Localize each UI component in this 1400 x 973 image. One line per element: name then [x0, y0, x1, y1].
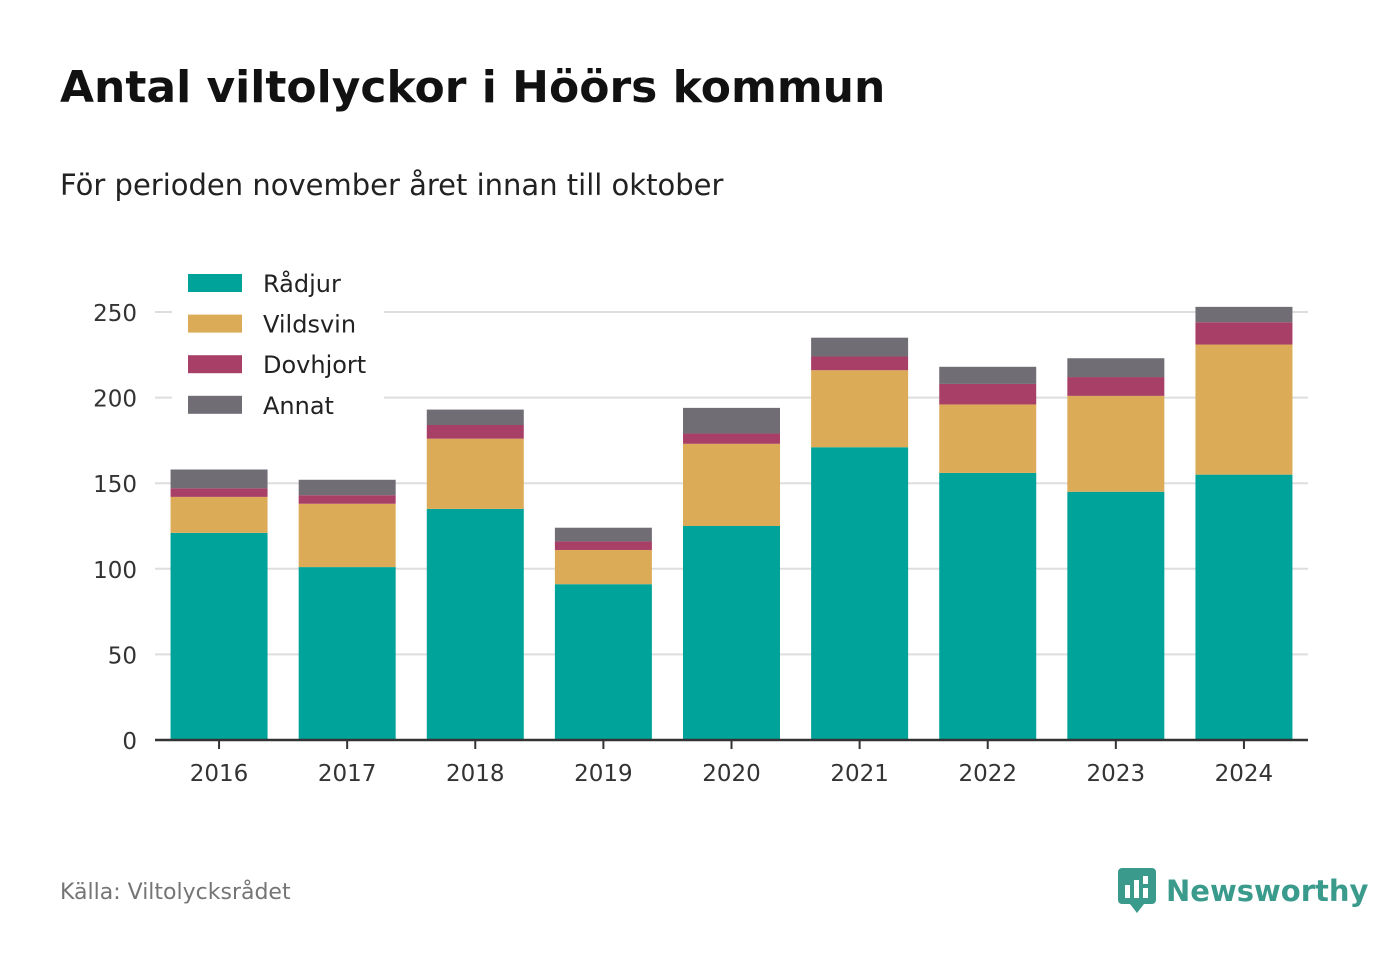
bar-dovhjort-2016	[170, 488, 268, 497]
bar-annat-2022	[939, 366, 1037, 384]
y-tick-label: 150	[93, 472, 137, 498]
bar-vildsvin-2017	[298, 503, 396, 568]
bars	[170, 306, 1293, 740]
y-tick-label: 50	[108, 643, 137, 669]
bar-vildsvin-2020	[683, 443, 780, 526]
chart-subtitle: För perioden november året innan till ok…	[60, 168, 724, 202]
x-tick-label: 2020	[702, 761, 761, 787]
bar-rådjur-2021	[811, 447, 909, 740]
bar-annat-2018	[426, 409, 524, 425]
legend-label-annat: Annat	[263, 392, 334, 420]
legend-label-dovhjort: Dovhjort	[263, 351, 366, 379]
y-tick-label: 250	[93, 301, 137, 327]
bar-vildsvin-2023	[1067, 395, 1165, 492]
bar-rådjur-2020	[683, 526, 780, 740]
bar-dovhjort-2021	[811, 356, 909, 371]
x-tick-label: 2016	[190, 761, 249, 787]
x-tick-label: 2018	[446, 761, 505, 787]
legend-label-rådjur: Rådjur	[263, 269, 341, 298]
bar-dovhjort-2024	[1195, 322, 1293, 345]
y-tick-label: 100	[93, 558, 137, 584]
source-note: Källa: Viltolycksrådet	[60, 880, 291, 905]
bar-annat-2017	[298, 479, 396, 496]
legend-swatch-dovhjort	[188, 355, 242, 374]
bar-rådjur-2017	[298, 567, 396, 740]
x-tick-label: 2024	[1215, 761, 1274, 787]
y-tick-label: 0	[122, 729, 137, 755]
x-tick-label: 2021	[830, 761, 889, 787]
x-tick-label: 2017	[318, 761, 377, 787]
bar-vildsvin-2022	[939, 404, 1037, 473]
bar-dovhjort-2020	[683, 433, 780, 444]
x-tick-label: 2023	[1087, 761, 1146, 787]
bar-vildsvin-2019	[554, 549, 652, 585]
bar-annat-2020	[683, 407, 780, 434]
chart-title: Antal viltolyckor i Höörs kommun	[60, 62, 886, 113]
bar-annat-2023	[1067, 358, 1165, 378]
axes: 0 50 100 150 200 250 2016 2017 2018 2019 2020 2021 2…	[93, 301, 1308, 787]
bar-vildsvin-2016	[170, 496, 268, 533]
bar-annat-2016	[170, 469, 268, 489]
bar-rådjur-2024	[1195, 474, 1293, 740]
bar-dovhjort-2022	[939, 383, 1037, 405]
bar-vildsvin-2024	[1195, 344, 1293, 475]
y-tick-label: 200	[93, 387, 137, 413]
newsworthy-logo-icon	[1118, 868, 1156, 913]
bar-dovhjort-2019	[554, 541, 652, 550]
x-tick-label: 2022	[958, 761, 1017, 787]
legend-swatch-annat	[188, 395, 242, 414]
brand-name: Newsworthy	[1166, 874, 1369, 908]
legend-swatch-rådjur	[188, 274, 242, 292]
bar-annat-2019	[554, 527, 652, 542]
bar-dovhjort-2017	[298, 495, 396, 504]
bar-rådjur-2022	[939, 472, 1037, 740]
bar-vildsvin-2021	[811, 370, 909, 448]
bar-rådjur-2018	[426, 508, 524, 740]
bar-dovhjort-2018	[426, 424, 524, 439]
bar-rådjur-2019	[554, 584, 652, 740]
brand-logo: Newsworthy	[1118, 868, 1368, 914]
bar-annat-2024	[1195, 306, 1293, 323]
bar-dovhjort-2023	[1067, 377, 1165, 396]
bar-vildsvin-2018	[426, 438, 524, 509]
legend-swatch-vildsvin	[188, 314, 242, 333]
legend: Rådjur Vildsvin Dovhjort Annat	[172, 262, 384, 428]
x-tick-label: 2019	[574, 761, 633, 787]
bar-rådjur-2016	[170, 532, 268, 740]
legend-label-vildsvin: Vildsvin	[263, 311, 356, 339]
bar-annat-2021	[811, 337, 909, 357]
bar-rådjur-2023	[1067, 491, 1165, 740]
